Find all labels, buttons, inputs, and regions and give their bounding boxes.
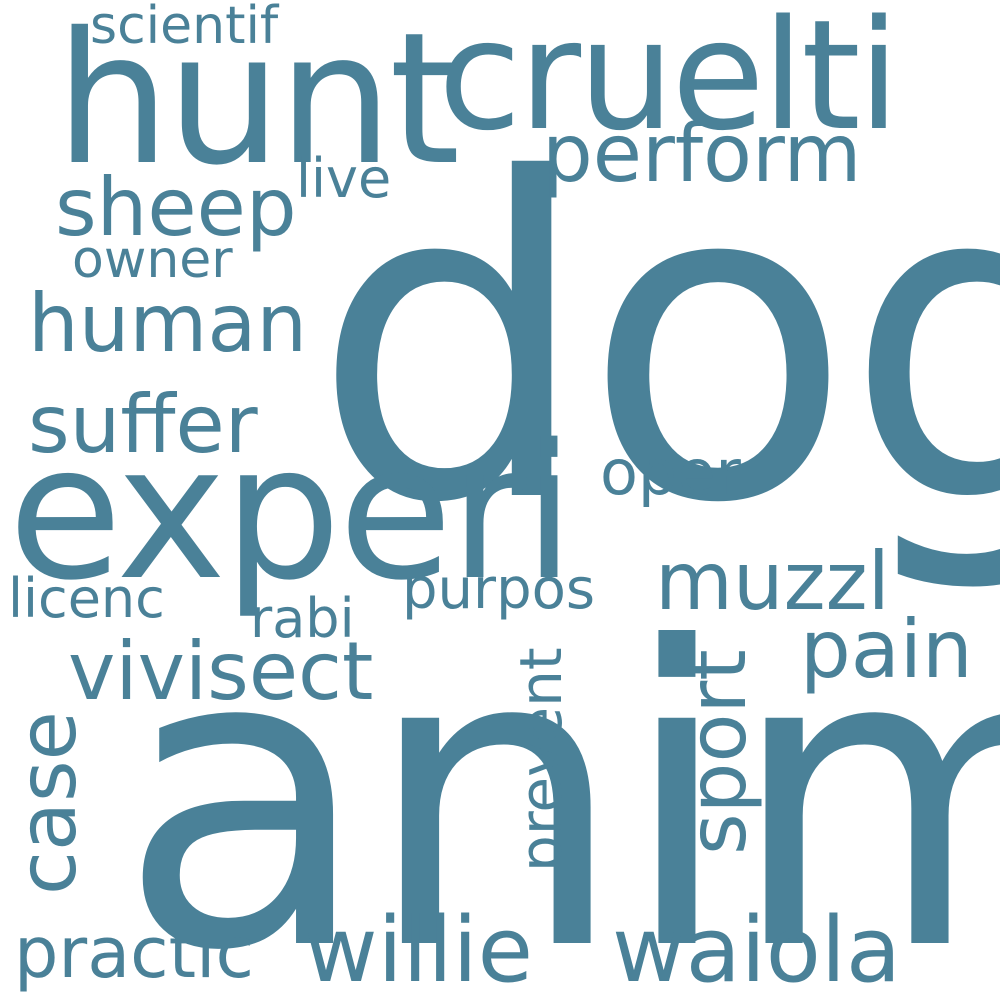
word-purpos: purpos <box>402 557 596 622</box>
word-perform: perform <box>542 107 862 200</box>
word-anim: anim <box>118 562 1000 1000</box>
word-human: human <box>28 277 308 370</box>
word-sport: sport <box>671 649 764 855</box>
word-suffer: suffer <box>28 378 258 471</box>
word-vivisect: vivisect <box>68 625 374 718</box>
word-case: case <box>1 711 94 895</box>
word-sheep: sheep <box>55 161 297 254</box>
word-muzzl: muzzl <box>655 535 890 628</box>
word-dog: dog <box>312 87 1000 599</box>
word-pain: pain <box>800 603 973 696</box>
word-hunt: hunt <box>55 0 460 205</box>
word-oper: oper <box>600 436 741 509</box>
word-licenc: licenc <box>8 567 165 630</box>
word-rabi: rabi <box>250 587 355 650</box>
word-scientif: scientif <box>90 0 279 56</box>
word-experi: experi <box>8 404 575 621</box>
word-owner: owner <box>72 230 233 290</box>
word-practic: practic <box>14 912 254 994</box>
word-willie: willie <box>304 898 533 1000</box>
word-cruelti: cruelti <box>438 0 900 164</box>
word-live: live <box>296 147 392 210</box>
word-prevent: prevent <box>507 647 575 872</box>
word-waiola: waiola <box>612 898 901 1000</box>
